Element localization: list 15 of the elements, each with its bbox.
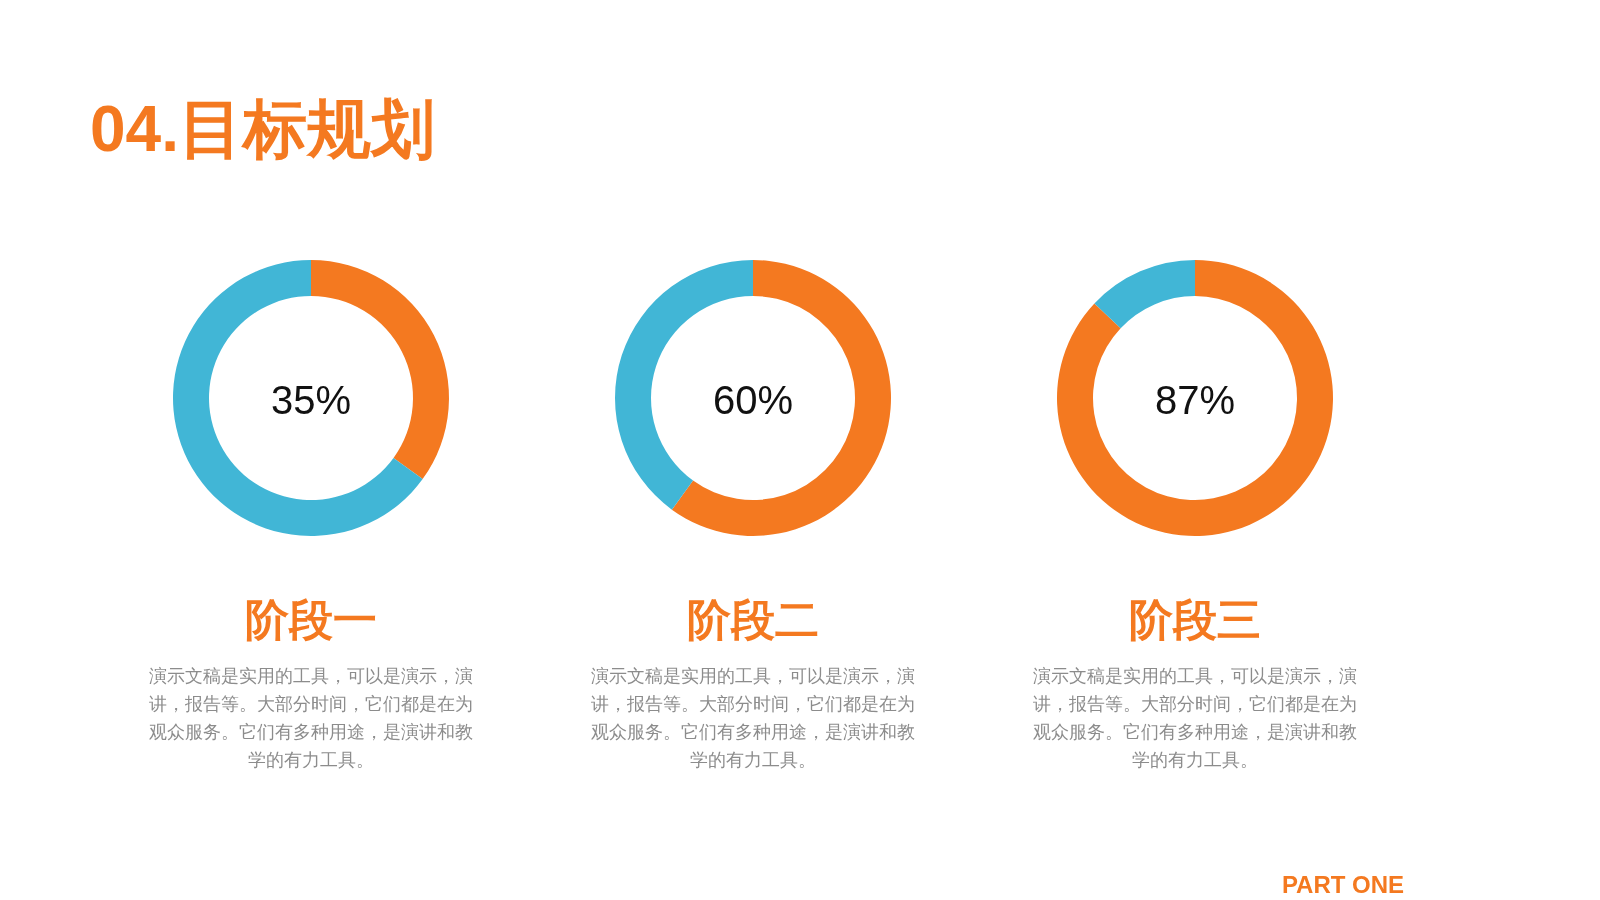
text: 演示文稿是实用的工具，可以是演示，演讲，报告等。大部分时间，它们都是在为观众服务。它们有多种用途，是演讲和教学的有力工具。 xyxy=(591,666,915,770)
text: 87% xyxy=(1154,378,1236,422)
text: 演示文稿是实用的工具，可以是演示，演讲，报告等。大部分时间，它们都是在为观众服务。它们有多种用途，是演讲和教学的有力工具。 xyxy=(149,666,473,770)
donut-slice xyxy=(1057,260,1333,536)
text: 阶段一 xyxy=(245,595,377,644)
donut-slice xyxy=(671,260,891,536)
text: 04.目标规划 xyxy=(90,93,435,165)
donut-slice xyxy=(1094,260,1195,329)
text: 阶段三 xyxy=(1129,595,1261,644)
text: 35% xyxy=(270,378,352,422)
text: 演示文稿是实用的工具，可以是演示，演讲，报告等。大部分时间，它们都是在为观众服务。它们有多种用途，是演讲和教学的有力工具。 xyxy=(1033,666,1357,770)
donut-slice xyxy=(173,260,423,536)
text: 60% xyxy=(712,378,794,422)
text: 阶段二 xyxy=(687,595,819,644)
text: PART ONE xyxy=(1281,871,1405,898)
